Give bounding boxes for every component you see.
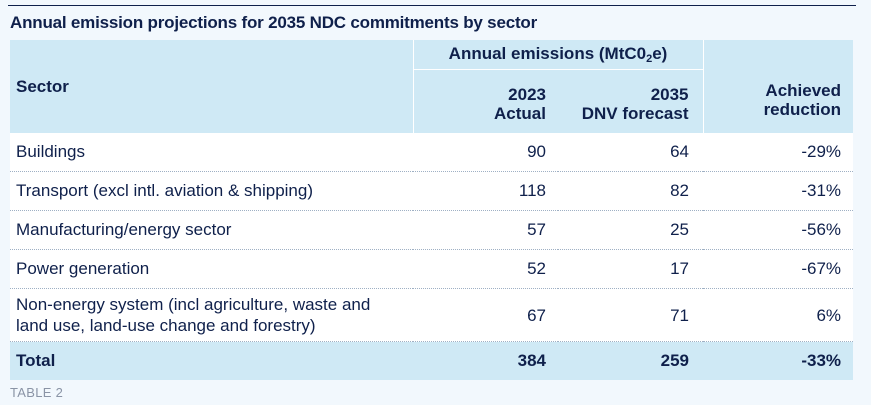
row-2035-value: 82 [558, 171, 704, 211]
row-2023-value: 118 [413, 171, 558, 211]
row-sector-line1: Non-energy system (incl agriculture, was… [16, 295, 371, 314]
row-sector: Non-energy system (incl agriculture, was… [10, 288, 413, 342]
row-2035-value: 25 [558, 210, 704, 250]
row-2035-value: 64 [558, 133, 704, 172]
total-label: Total [10, 341, 413, 380]
header-2035-line1: 2035 [650, 85, 689, 104]
total-2035-value: 259 [558, 341, 704, 380]
header-annual-emissions: Annual emissions (MtC02e) [412, 40, 704, 70]
row-2035-value: 17 [558, 249, 704, 289]
row-2023-value: 52 [413, 249, 558, 289]
emissions-table: Sector Annual emissions (MtC02e) Achieve… [10, 40, 854, 380]
header-annual-emissions-subscript: 2 [646, 53, 653, 65]
header-2023-line1: 2023 [508, 85, 546, 104]
row-reduction: 6% [703, 288, 854, 342]
header-annual-emissions-suffix: e) [652, 44, 668, 63]
row-reduction: -29% [703, 133, 854, 172]
row-sector-line2: land use, land-use change and forestry) [16, 316, 316, 335]
table-caption: TABLE 2 [10, 385, 64, 400]
total-2023-value: 384 [413, 341, 558, 380]
top-rule [8, 5, 856, 6]
header-2035-line2: DNV forecast [581, 104, 689, 123]
table-title: Annual emission projections for 2035 NDC… [10, 13, 538, 32]
table-row: Manufacturing/energy sector 57 25 -56% [10, 210, 854, 250]
table-row: Transport (excl intl. aviation & shippin… [10, 171, 854, 211]
row-sector: Transport (excl intl. aviation & shippin… [10, 171, 413, 211]
total-reduction: -33% [703, 341, 854, 380]
total-row: Total 384 259 -33% [10, 341, 854, 380]
table-row: Power generation 52 17 -67% [10, 249, 854, 289]
header-row-group: Sector Annual emissions (MtC02e) Achieve… [10, 40, 854, 133]
header-reduction-line2: reduction [763, 99, 842, 119]
row-2023-value: 57 [413, 210, 558, 250]
row-reduction: -67% [703, 249, 854, 289]
header-annual-emissions-label: Annual emissions (MtC0 [448, 44, 647, 63]
header-2023-line2: Actual [494, 104, 546, 123]
header-row-sub: 2023 Actual 2035 DNV forecast [10, 69, 853, 133]
table-row: Non-energy system (incl agriculture, was… [10, 288, 854, 342]
table-row: Buildings 90 64 -29% [10, 133, 854, 172]
row-2023-value: 90 [413, 133, 558, 172]
row-sector: Power generation [10, 249, 413, 289]
header-2023-actual: 2023 Actual [412, 69, 558, 133]
header-achieved-reduction: Achieved reduction [703, 40, 854, 133]
header-reduction-line1: Achieved [765, 80, 842, 100]
header-sector: Sector [10, 40, 413, 133]
row-sector: Manufacturing/energy sector [10, 210, 413, 250]
row-reduction: -56% [703, 210, 854, 250]
row-2023-value: 67 [413, 288, 558, 342]
header-2035-forecast: 2035 DNV forecast [558, 69, 704, 133]
row-2035-value: 71 [558, 288, 704, 342]
row-sector: Buildings [10, 133, 413, 172]
row-reduction: -31% [703, 171, 854, 211]
